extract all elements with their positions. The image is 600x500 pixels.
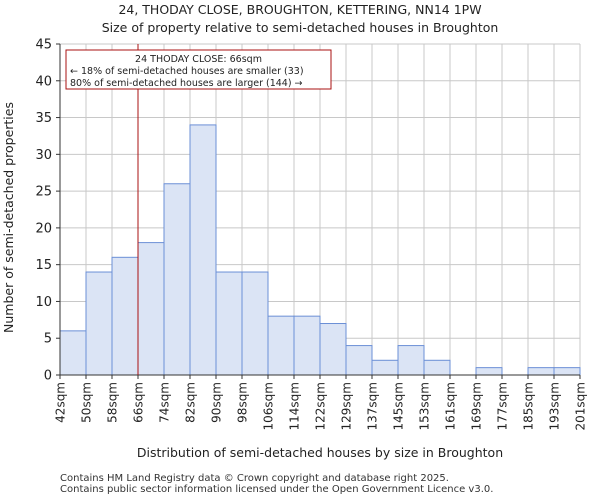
x-tick-label: 106sqm xyxy=(262,382,276,430)
y-tick-label: 35 xyxy=(35,111,52,126)
x-tick-label: 169sqm xyxy=(470,382,484,430)
x-tick-label: 129sqm xyxy=(340,382,354,430)
y-tick-label: 0 xyxy=(44,369,52,384)
y-tick-label: 45 xyxy=(35,38,52,53)
histogram-bar xyxy=(423,359,451,376)
footer-line-2: Contains public sector information licen… xyxy=(60,484,494,495)
x-tick-label: 137sqm xyxy=(366,382,380,430)
histogram-bar xyxy=(345,345,373,376)
histogram-bar xyxy=(475,367,503,376)
y-axis-label: Number of semi-detached properties xyxy=(1,102,16,333)
histogram-bar xyxy=(267,315,295,376)
annotation-line: 80% of semi-detached houses are larger (… xyxy=(70,78,303,89)
annotation-box xyxy=(65,49,332,90)
x-axis-label: Distribution of semi-detached houses by … xyxy=(137,445,503,460)
x-tick-label: 161sqm xyxy=(444,382,458,430)
x-tick-label: 201sqm xyxy=(574,382,588,430)
x-tick-label: 98sqm xyxy=(236,382,250,423)
x-tick-label: 74sqm xyxy=(158,382,172,423)
y-tick-label: 5 xyxy=(44,332,52,347)
y-tick-label: 40 xyxy=(35,74,52,89)
x-tick-label: 177sqm xyxy=(496,382,510,430)
histogram-bar xyxy=(85,271,113,376)
histogram-bar xyxy=(137,242,165,376)
y-tick-label: 15 xyxy=(35,258,52,273)
histogram-bar xyxy=(163,183,191,376)
histogram-bar xyxy=(371,359,399,376)
x-tick-label: 185sqm xyxy=(522,382,536,430)
histogram-bar xyxy=(397,345,425,376)
annotation-line: 24 THODAY CLOSE: 66sqm xyxy=(135,54,262,65)
x-tick-label: 66sqm xyxy=(132,382,146,423)
histogram-bar xyxy=(319,323,347,376)
histogram-bar xyxy=(215,271,243,376)
y-tick-label: 25 xyxy=(35,185,52,200)
x-tick-label: 153sqm xyxy=(418,382,432,430)
x-tick-label: 145sqm xyxy=(392,382,406,430)
x-tick-label: 90sqm xyxy=(210,382,224,423)
histogram-bar xyxy=(111,256,139,376)
histogram-bar xyxy=(241,271,269,376)
chart-subtitle: Size of property relative to semi-detach… xyxy=(101,20,499,35)
x-tick-label: 122sqm xyxy=(314,382,328,430)
histogram-bar xyxy=(189,124,217,376)
histogram-bar xyxy=(59,330,87,376)
y-tick-label: 20 xyxy=(35,221,52,236)
x-tick-label: 50sqm xyxy=(80,382,94,423)
histogram-chart: 0 5 10 15 20 25 30 35 40 45 42sqm 50sqm 58sqm 66sqm 74… xyxy=(1,38,588,461)
annotation-line: ← 18% of semi-detached houses are smalle… xyxy=(70,66,304,77)
histogram-bar xyxy=(553,367,581,376)
footer-line-1: Contains HM Land Registry data © Crown c… xyxy=(60,473,449,484)
chart-title: 24, THODAY CLOSE, BROUGHTON, KETTERING, … xyxy=(118,2,482,17)
histogram-bar xyxy=(527,367,555,376)
x-tick-label: 58sqm xyxy=(106,382,120,423)
x-tick-label: 193sqm xyxy=(548,382,562,430)
x-tick-label: 114sqm xyxy=(288,382,302,430)
x-tick-label: 42sqm xyxy=(54,382,68,423)
y-tick-label: 30 xyxy=(35,148,52,163)
histogram-bar xyxy=(293,315,321,376)
x-tick-label: 82sqm xyxy=(184,382,198,423)
y-tick-label: 10 xyxy=(35,295,52,310)
